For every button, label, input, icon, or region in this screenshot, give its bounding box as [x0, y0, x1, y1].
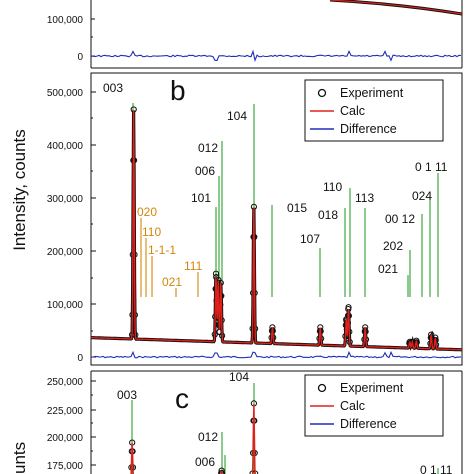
impurity-label-020: 020	[137, 205, 157, 219]
experiment-point	[218, 470, 226, 474]
peak-label-021: 021	[378, 262, 398, 276]
legend-difference-label: Difference	[340, 417, 397, 431]
panel-c-tick-label: 225,000	[47, 406, 84, 417]
peak-label-104: 104	[229, 370, 249, 384]
panel-c: 250,000 225,000 200,000 175,000 unts c 0…	[10, 370, 463, 474]
peak-label-003: 003	[103, 81, 123, 95]
peak-label-018: 018	[318, 208, 338, 222]
panel-c-tick-label: 200,000	[47, 433, 84, 444]
legend-difference-label: Difference	[340, 122, 397, 136]
peak-label-107: 107	[300, 232, 320, 246]
panel-a-calc-line	[329, 0, 463, 15]
panel-b-frame	[90, 72, 463, 366]
panel-c-experiment-series	[128, 400, 259, 474]
legend-experiment-label: Experiment	[340, 86, 404, 100]
panel-a-tick-label: 0	[77, 52, 83, 63]
panel-b-tick-label: 200,000	[47, 247, 84, 258]
panel-a: 100,000 0	[47, 0, 463, 69]
panel-b-letter: b	[170, 75, 186, 106]
panel-b-tick-label: 500,000	[47, 88, 84, 99]
panel-b-tick-label: 400,000	[47, 141, 84, 152]
peak-label-110: 110	[323, 180, 342, 194]
legend-calc-label: Calc	[340, 399, 365, 413]
panel-c-tick-label: 250,000	[47, 377, 84, 388]
panel-a-calc-line	[329, 0, 463, 16]
panel-a-tick-label: 100,000	[47, 15, 84, 26]
panel-b-tick-label: 300,000	[47, 194, 84, 205]
panel-b: 500,000 400,000 300,000 200,000 100,000 …	[10, 72, 463, 366]
peak-label-015: 015	[287, 201, 307, 215]
impurity-label-111: 111	[184, 259, 203, 273]
panel-c-tick-label: 175,000	[47, 461, 84, 472]
panel-c-y-axis-label-fragment: unts	[10, 442, 29, 474]
impurity-label-110: 110	[142, 225, 161, 239]
panel-b-impurity-markers	[140, 218, 199, 297]
peak-label-104: 104	[227, 109, 247, 123]
impurity-label-021: 021	[162, 275, 182, 289]
y-axis-label: Intensity, counts	[10, 129, 29, 251]
legend-experiment-marker	[317, 88, 327, 98]
impurity-label-1-1-1: 1-1-1	[148, 243, 176, 257]
panel-b-calc-line	[91, 110, 462, 351]
panel-c-legend: Experiment Calc Difference	[304, 374, 444, 437]
peak-label-0111: 0 1 11	[415, 160, 448, 174]
experiment-point	[212, 270, 220, 277]
panel-c-y-ticks	[91, 380, 96, 466]
peak-label-0012: 00 12	[385, 212, 415, 226]
legend-calc-label: Calc	[340, 104, 365, 118]
panel-b-tick-label: 0	[77, 353, 83, 364]
panel-a-difference-line	[90, 49, 462, 63]
peak-label-101: 101	[191, 191, 211, 205]
peak-label-006: 006	[195, 164, 215, 178]
peak-label-0111: 0 1 11	[420, 463, 453, 474]
panel-c-letter: c	[175, 383, 189, 414]
panel-b-difference-line	[90, 350, 462, 359]
panel-b-tick-label: 100,000	[47, 300, 84, 311]
legend-experiment-marker	[317, 383, 327, 393]
peak-label-003: 003	[117, 388, 137, 402]
peak-label-113: 113	[355, 191, 374, 205]
panel-b-y-ticks	[91, 91, 96, 358]
peak-label-012: 012	[198, 141, 218, 155]
peak-label-006: 006	[195, 455, 215, 469]
peak-label-024: 024	[412, 189, 432, 203]
panel-b-legend: Experiment Calc Difference	[304, 79, 444, 142]
legend-experiment-label: Experiment	[340, 381, 404, 395]
peak-label-012: 012	[198, 430, 218, 444]
peak-label-202: 202	[383, 239, 403, 253]
